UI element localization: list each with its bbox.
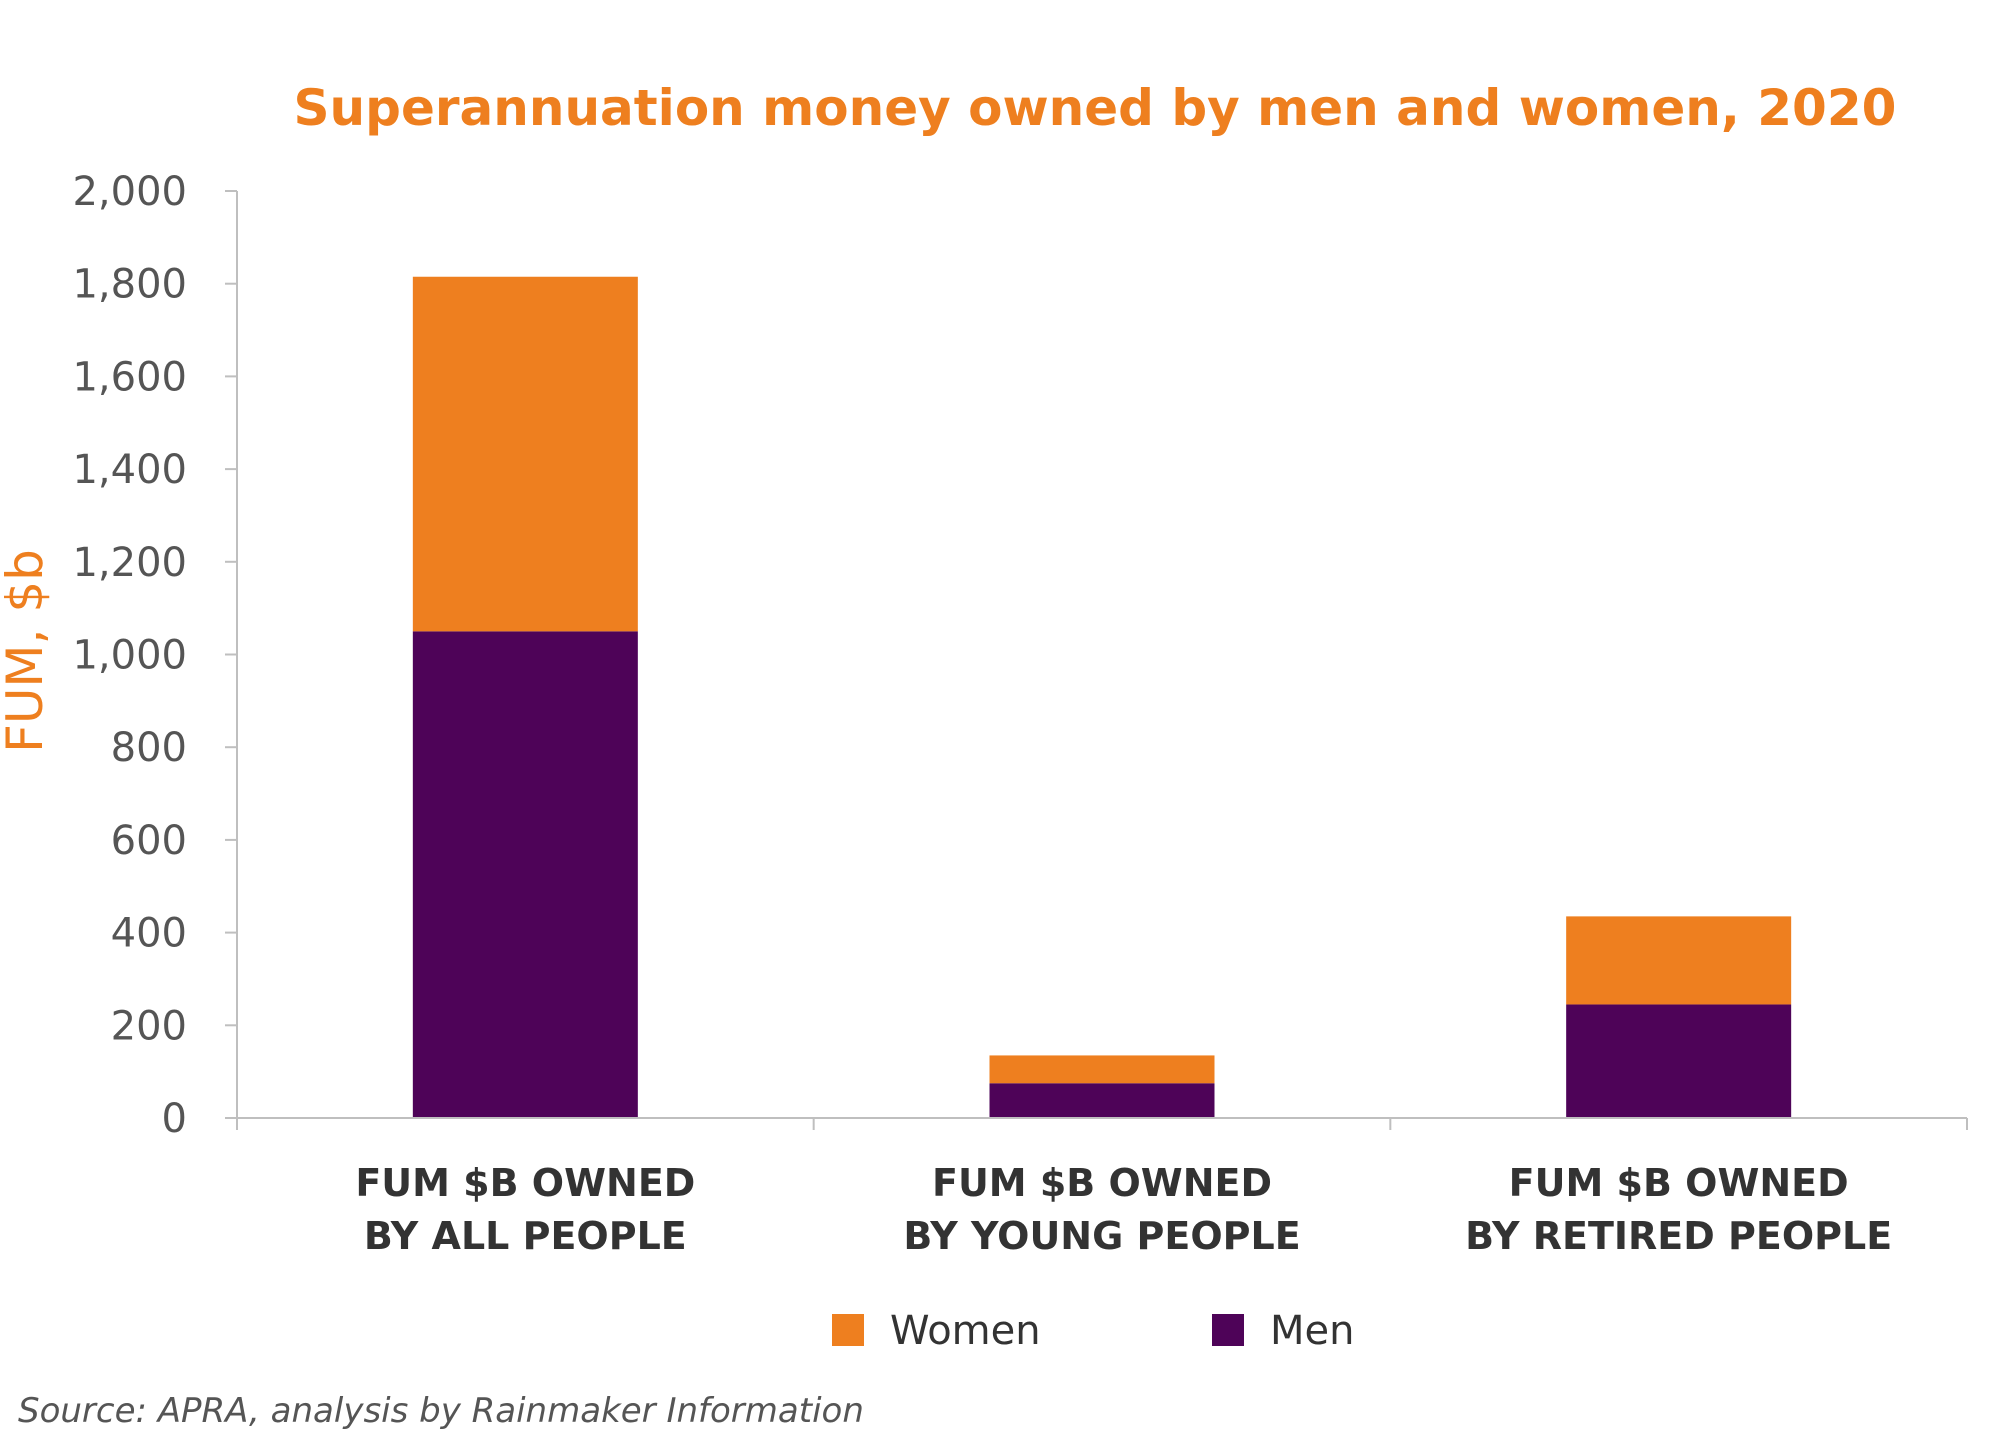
bar-men-2 [989, 1083, 1215, 1118]
y-tick-label: 1,200 [72, 540, 187, 586]
y-tick-label: 400 [111, 911, 187, 957]
y-tick-label: 2,000 [72, 169, 187, 215]
bar-women-1 [412, 276, 638, 632]
y-tick-label: 0 [162, 1096, 187, 1142]
x-category-label: FUM $B OWNED [355, 1161, 695, 1205]
legend: Women Men [832, 1308, 1354, 1354]
bars-group [412, 276, 1792, 1118]
legend-label-women: Women [890, 1308, 1041, 1354]
x-category-label: BY YOUNG PEOPLE [903, 1214, 1300, 1258]
y-tick-label: 1,400 [72, 447, 187, 493]
x-category-label: FUM $B OWNED [1509, 1161, 1849, 1205]
y-tick-label: 1,000 [72, 633, 187, 679]
x-category-label: BY ALL PEOPLE [364, 1214, 687, 1258]
y-tick-label: 600 [111, 818, 187, 864]
legend-swatch-men [1212, 1314, 1244, 1346]
y-tick-label: 200 [111, 1003, 187, 1049]
bar-men-1 [412, 631, 638, 1118]
chart-title: Superannuation money owned by men and wo… [294, 79, 1897, 137]
y-axis-label: FUM, $b [0, 549, 54, 753]
legend-label-men: Men [1270, 1308, 1354, 1354]
category-labels: FUM $B OWNED BY ALL PEOPLE FUM $B OWNED BY … [355, 1161, 1892, 1258]
legend-swatch-women [832, 1314, 864, 1346]
x-category-label: FUM $B OWNED [932, 1161, 1272, 1205]
source-note: Source: APRA, analysis by Rainmaker Info… [18, 1391, 864, 1431]
axes-group: 0 200 400 600 800 1,000 1,200 1,400 1,600 1,800 2,… [72, 169, 1968, 1142]
y-tick-label: 1,600 [72, 354, 187, 400]
bar-women-2 [989, 1055, 1215, 1084]
bar-men-3 [1566, 1004, 1792, 1118]
y-tick-label: 1,800 [72, 262, 187, 308]
bar-women-3 [1566, 916, 1792, 1005]
y-tick-label: 800 [111, 725, 187, 771]
x-category-label: BY RETIRED PEOPLE [1465, 1214, 1892, 1258]
